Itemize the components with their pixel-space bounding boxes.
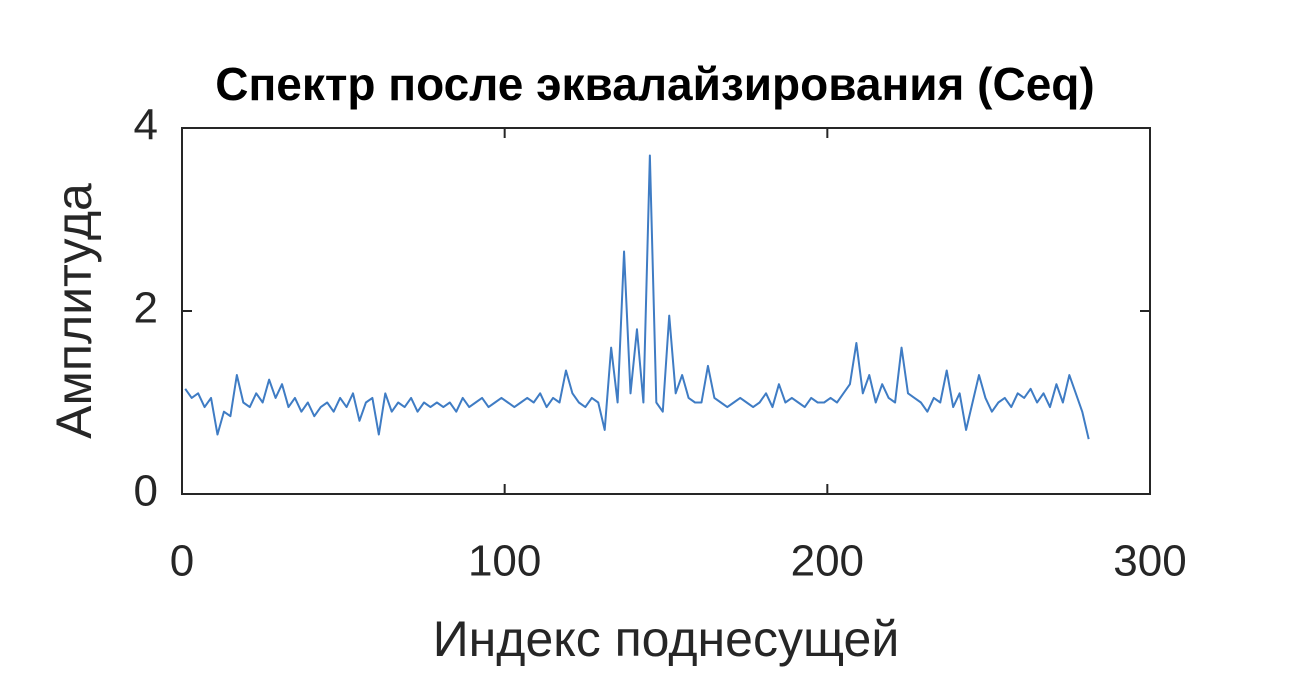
x-tick-label: 200 xyxy=(791,537,864,586)
chart-title: Спектр после эквалайзирования (Ceq) xyxy=(215,58,1094,110)
x-tick-label: 300 xyxy=(1113,537,1186,586)
data-line xyxy=(184,154,1090,440)
y-tick-label: 4 xyxy=(134,101,158,150)
x-axis-label: Индекс поднесущей xyxy=(433,611,900,667)
y-tick-label: 2 xyxy=(134,284,158,333)
y-tick-label: 0 xyxy=(134,467,158,516)
axes-box xyxy=(181,127,1151,495)
x-tick-label: 0 xyxy=(170,537,194,586)
x-tick-label: 100 xyxy=(468,537,541,586)
y-axis-label: Амплитуда xyxy=(46,183,102,439)
